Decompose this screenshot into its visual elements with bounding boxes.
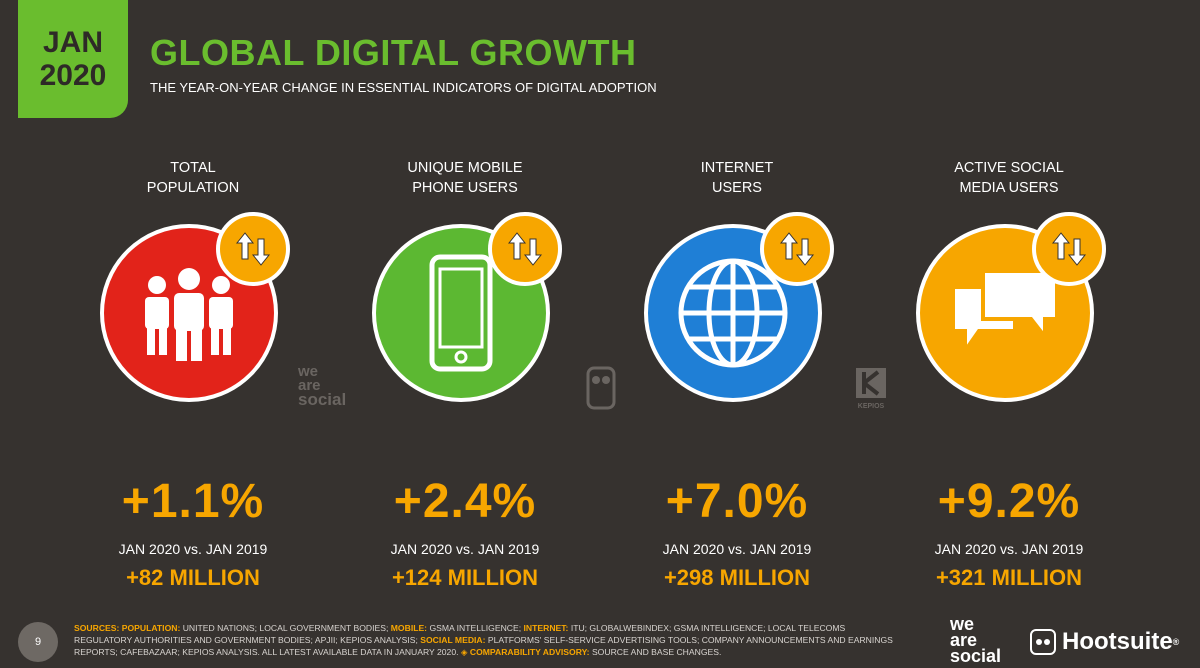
- label-line-2: POPULATION: [146, 180, 240, 196]
- percent-change: +7.0%: [665, 475, 809, 528]
- growth-badge: [1032, 212, 1106, 286]
- up-down-arrows-icon: [1051, 232, 1087, 266]
- mobile-source-label: MOBILE:: [390, 623, 428, 633]
- watermark-social: social: [298, 390, 347, 409]
- up-down-arrows-icon: [779, 232, 815, 266]
- social-source-label: SOCIAL MEDIA:: [420, 635, 486, 645]
- comparison-period: JAN 2020 vs. JAN 2019: [662, 541, 812, 557]
- indicator-label: INTERNET USERS: [607, 158, 867, 202]
- population-source-text: UNITED NATIONS; LOCAL GOVERNMENT BODIES;: [182, 623, 389, 633]
- hootsuite-wordmark: Hootsuite: [1062, 628, 1173, 655]
- chat-bubbles-icon: [951, 269, 1059, 358]
- social-source-text: PLATFORMS' SELF-SERVICE ADVERTISING TOOL…: [74, 635, 893, 657]
- globe-icon: [678, 258, 788, 368]
- internet-source-label: INTERNET:: [523, 623, 569, 633]
- label-line-1: INTERNET: [700, 160, 774, 176]
- population-source-label: POPULATION:: [121, 623, 181, 633]
- up-down-arrows-icon: [235, 232, 271, 266]
- label-line-2: USERS: [712, 180, 762, 196]
- internet-source-text: ITU; GLOBALWEBINDEX; GSMA INTELLIGENCE; …: [74, 623, 846, 645]
- logo-are: are: [950, 630, 978, 650]
- date-month: JAN: [42, 26, 103, 59]
- growth-badge: [760, 212, 834, 286]
- absolute-change: +298 MILLION: [663, 565, 811, 590]
- registered-mark: ®: [1172, 637, 1180, 647]
- kepios-label: KEPIOS: [857, 403, 885, 410]
- percent-change: +2.4%: [393, 475, 537, 528]
- advisory-text: SOURCE AND BASE CHANGES.: [591, 647, 722, 657]
- label-line-1: ACTIVE SOCIAL: [954, 160, 1064, 176]
- percent-change: +9.2%: [937, 475, 1081, 528]
- page-subtitle: THE YEAR-ON-YEAR CHANGE IN ESSENTIAL IND…: [150, 80, 657, 95]
- absolute-change: +321 MILLION: [935, 565, 1083, 590]
- hootsuite-logo: Hootsuite ®: [1030, 628, 1179, 656]
- kepios-watermark: KEPIOS: [856, 368, 886, 410]
- indicator-total-population: TOTAL POPULATION +1.1% JAN 2020 vs. JAN …: [63, 158, 323, 591]
- indicator-label: ACTIVE SOCIAL MEDIA USERS: [879, 158, 1139, 202]
- comparison-period: JAN 2020 vs. JAN 2019: [934, 541, 1084, 557]
- comparison-period: JAN 2020 vs. JAN 2019: [118, 541, 268, 557]
- sources-label: SOURCES:: [74, 623, 120, 633]
- label-line-2: PHONE USERS: [412, 180, 518, 196]
- indicator-label: TOTAL POPULATION: [63, 158, 323, 202]
- mobile-phone-icon: [429, 254, 493, 372]
- label-line-2: MEDIA USERS: [959, 180, 1059, 196]
- indicator-social-media-users: ACTIVE SOCIAL MEDIA USERS +9.2% JAN 2020…: [879, 158, 1139, 591]
- indicator-label: UNIQUE MOBILE PHONE USERS: [335, 158, 595, 202]
- label-line-1: TOTAL: [170, 160, 216, 176]
- up-down-arrows-icon: [507, 232, 543, 266]
- date-badge: JAN 2020: [18, 0, 128, 118]
- absolute-change: +82 MILLION: [126, 565, 260, 590]
- watermark-are: are: [298, 377, 321, 394]
- hootsuite-owl-watermark: [586, 366, 616, 415]
- owl-icon: [586, 366, 616, 410]
- page-number: 9: [18, 622, 58, 662]
- growth-badge: [216, 212, 290, 286]
- mobile-source-text: GSMA INTELLIGENCE;: [429, 623, 522, 633]
- label-line-1: UNIQUE MOBILE: [407, 160, 523, 176]
- advisory-label: ◈ COMPARABILITY ADVISORY:: [460, 647, 590, 657]
- kepios-logo-icon: [856, 368, 886, 398]
- we-are-social-watermark: we are social: [298, 363, 347, 409]
- watermark-we: we: [298, 363, 319, 380]
- percent-change: +1.1%: [121, 475, 265, 528]
- logo-we: we: [950, 614, 975, 634]
- growth-badge: [488, 212, 562, 286]
- people-icon: [145, 268, 233, 361]
- logo-social: social: [950, 646, 1002, 666]
- sources-footnote: SOURCES: POPULATION: UNITED NATIONS; LOC…: [74, 622, 904, 658]
- page-title: GLOBAL DIGITAL GROWTH: [150, 32, 637, 73]
- hootsuite-owl-icon: [1030, 629, 1056, 655]
- indicator-unique-mobile: UNIQUE MOBILE PHONE USERS +2.4% JAN 2020…: [335, 158, 595, 591]
- indicator-internet-users: INTERNET USERS +7.0% JAN 2020 vs.: [607, 158, 867, 591]
- date-year: 2020: [39, 59, 107, 92]
- comparison-period: JAN 2020 vs. JAN 2019: [390, 541, 540, 557]
- we-are-social-logo: we are social: [950, 614, 1002, 666]
- absolute-change: +124 MILLION: [391, 565, 539, 590]
- mobile-circle: [372, 224, 550, 402]
